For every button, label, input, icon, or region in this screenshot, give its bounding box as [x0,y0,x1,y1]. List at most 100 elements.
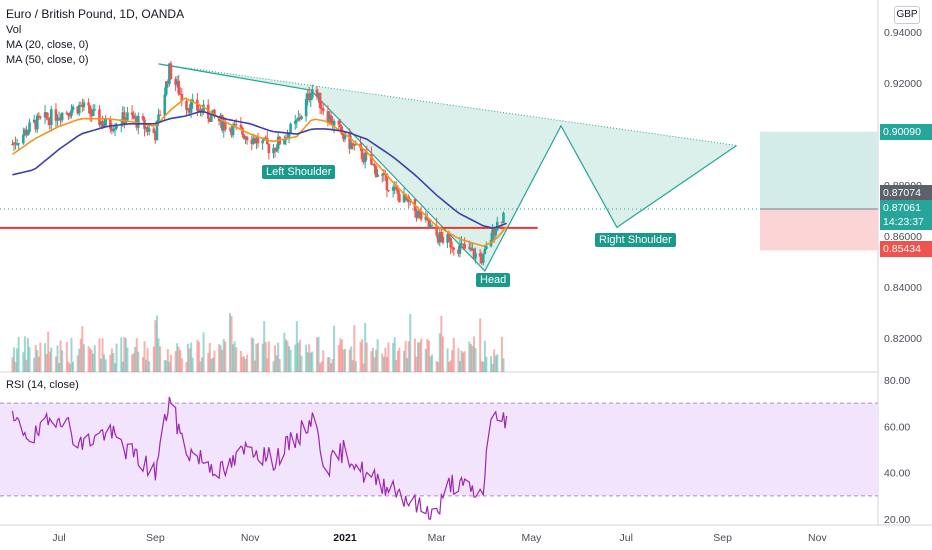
volume-bar [284,339,287,372]
candle-body [491,227,494,240]
candle-body [424,216,428,220]
candle-body [124,119,128,124]
candle-body [485,246,488,249]
candle-body [436,235,440,243]
volume-bar [446,348,449,372]
volume-bar [351,360,354,372]
candle-body [385,173,389,191]
candle-body [239,124,243,128]
volume-bar [201,357,204,372]
volume-bars [11,313,505,372]
volume-bar [266,358,269,372]
volume-bar [166,349,169,372]
candle-body [318,92,322,109]
candle-body [22,134,25,144]
volume-bar [286,340,289,372]
volume-bar [376,339,379,372]
candle-body [43,112,47,118]
candle-body [387,190,390,192]
volume-bar [493,349,496,372]
volume-bar [11,357,14,372]
volume-bar [92,353,95,372]
volume-bar [211,357,214,372]
volume-bar [306,352,309,372]
candle-body [82,102,86,108]
volume-bar [297,342,300,372]
rsi-tick-label: 40.00 [884,468,910,480]
candle-body [419,212,423,220]
candle-body [132,115,135,119]
candle-body [121,112,125,124]
volume-bar [78,348,81,372]
volume-bar [261,343,264,372]
volume-bar [462,352,465,372]
candle-body [210,114,213,122]
candle-body [481,254,485,263]
candle-body [376,174,379,177]
candle-body [90,114,93,117]
candle-body [306,93,309,100]
currency-button[interactable]: GBP [894,6,920,24]
candle-body [289,123,292,134]
volume-bar [329,363,332,372]
candle-body [17,143,20,145]
volume-bar [228,313,231,372]
candle-body [337,120,341,125]
ma-line-ma50close0 [12,110,507,229]
volume-bar [159,346,162,372]
volume-bar [124,338,127,372]
candle-body [416,210,420,218]
candle-body [67,113,70,116]
candle-body [241,127,244,135]
volume-bar [56,345,59,372]
volume-bar [146,348,149,372]
volume-bar [104,359,107,372]
candle-body [233,124,236,126]
candle-body [480,256,484,263]
volume-bar [398,347,401,372]
candle-body [267,144,271,154]
candle-body [175,80,179,85]
candle-body [222,122,226,131]
candle-body [457,249,460,254]
volume-bar [300,355,303,372]
volume-bar [16,348,19,372]
volume-bar [191,357,194,372]
volume-bar [407,341,410,372]
x-tick-label: 2021 [333,532,357,544]
candle-body [342,134,345,140]
volume-bar [274,345,277,372]
risk-reward-zones [760,131,878,251]
candle-body [483,248,487,255]
candle-body [234,124,238,126]
volume-bar [246,354,249,372]
candle-body [177,80,181,94]
pattern-top-line [158,63,737,146]
candle-body [370,154,373,165]
volume-bar [458,361,461,372]
candle-body [300,116,303,120]
candle-body [88,105,92,115]
candle-body [311,89,314,98]
candle-body [429,225,432,228]
y-tick-label: 0.82000 [884,333,922,345]
candle-body [71,106,75,110]
candle-body [154,133,157,141]
candle-body [185,100,188,111]
volume-bar [93,345,96,372]
volume-bar [112,353,115,372]
volume-bar [429,356,432,372]
volume-bar [230,315,233,372]
volume-bar [361,339,364,372]
volume-bar [222,338,225,372]
volume-bar [448,361,451,372]
candle-body [77,104,81,114]
candle-body [141,115,145,120]
volume-bar [483,340,486,372]
candle-body [275,149,278,152]
volume-bar [371,347,374,372]
volume-bar [460,350,463,372]
candle-body [391,187,395,191]
candle-body [189,101,193,113]
